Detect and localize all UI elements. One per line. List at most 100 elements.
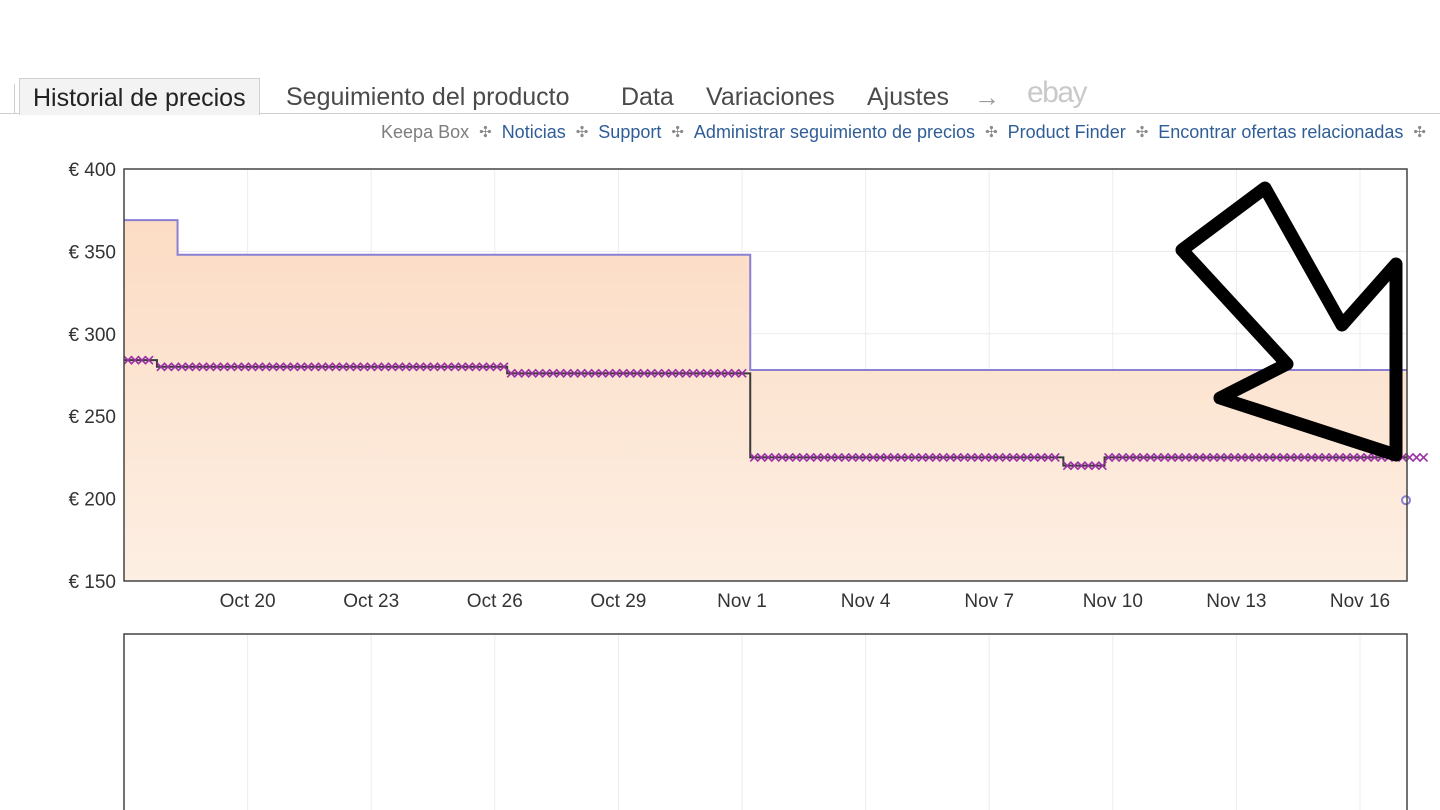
new-price-marker [450, 362, 460, 372]
new-price-marker [324, 362, 334, 372]
x-tick-label: Nov 7 [964, 591, 1014, 612]
new-price-marker [847, 452, 857, 462]
new-price-marker [1341, 452, 1352, 462]
new-price-marker [987, 452, 997, 462]
y-tick-label: € 250 [68, 407, 116, 428]
new-price-marker [352, 362, 362, 372]
new-price-marker [303, 362, 313, 372]
new-price-marker [275, 362, 285, 372]
new-price-marker [994, 452, 1004, 462]
new-price-marker [625, 368, 635, 378]
tab-bar-baseline [0, 113, 1440, 114]
new-price-marker [709, 368, 719, 378]
new-price-marker [205, 362, 215, 372]
new-price-marker [130, 355, 140, 365]
new-price-marker [1243, 452, 1254, 462]
new-price-marker [840, 452, 850, 462]
new-price-marker [798, 452, 808, 462]
new-price-marker [457, 362, 467, 372]
y-tick-label: € 400 [68, 160, 116, 181]
tab-ajustes[interactable]: Ajustes [867, 83, 949, 111]
administrar-seguimiento-link[interactable]: Administrar seguimiento de precios [693, 121, 976, 142]
new-price-marker [233, 362, 243, 372]
new-price-marker [317, 362, 327, 372]
new-price-marker [646, 368, 656, 378]
new-price-marker [296, 362, 306, 372]
new-price-marker [1313, 452, 1324, 462]
encontrar-ofertas-link[interactable]: Encontrar ofertas relacionadas [1158, 121, 1404, 142]
new-price-marker [1320, 452, 1331, 462]
new-price-marker [569, 368, 579, 378]
new-price-marker [268, 362, 278, 372]
new-price-marker [1076, 461, 1086, 471]
y-tick-label: € 350 [68, 242, 116, 263]
new-price-marker [331, 362, 341, 372]
new-price-marker [226, 362, 236, 372]
new-price-marker [1194, 452, 1205, 462]
list-price-endpoint [1401, 495, 1411, 506]
tab-variaciones[interactable]: Variaciones [706, 83, 835, 111]
new-price-marker [854, 452, 864, 462]
new-price-marker [1327, 452, 1338, 462]
new-price-marker [590, 368, 600, 378]
x-tick-label: Nov 10 [1083, 591, 1143, 612]
new-price-marker [387, 362, 397, 372]
new-price-marker [952, 452, 962, 462]
new-price-marker [632, 368, 642, 378]
new-price-marker [527, 368, 537, 378]
x-tick-label: Nov 4 [841, 591, 891, 612]
new-price-marker [373, 362, 383, 372]
tab-historial-de-precios[interactable]: Historial de precios [19, 78, 260, 115]
separator-icon: ✣ [671, 124, 684, 142]
new-price-marker [770, 452, 780, 462]
noticias-link[interactable]: Noticias [501, 121, 566, 142]
x-tick-label: Oct 26 [467, 591, 523, 612]
support-link[interactable]: Support [598, 121, 662, 142]
new-price-marker [695, 368, 705, 378]
product-finder-link[interactable]: Product Finder [1007, 121, 1126, 142]
new-price-marker [903, 452, 913, 462]
new-price-marker [917, 452, 927, 462]
new-price-marker [1334, 452, 1345, 462]
new-price-marker [219, 362, 229, 372]
new-price-marker [170, 362, 180, 372]
new-price-marker [730, 368, 740, 378]
keepa-box-link[interactable]: Keepa Box [381, 121, 470, 142]
new-price-marker [618, 368, 628, 378]
price-area-fill [124, 220, 1407, 581]
new-price-marker [1348, 452, 1359, 462]
new-price-marker [889, 452, 899, 462]
new-price-marker [436, 362, 446, 372]
new-price-marker [597, 368, 607, 378]
annotation-arrow [1175, 181, 1403, 462]
tab-seguimiento-del-producto[interactable]: Seguimiento del producto [286, 83, 570, 111]
new-price-marker [959, 452, 969, 462]
new-price-marker [611, 368, 621, 378]
new-price-marker [702, 368, 712, 378]
new-price-marker [478, 362, 488, 372]
new-price-marker [1166, 452, 1177, 462]
main-plot-frame [123, 168, 1408, 582]
new-price-marker [910, 452, 920, 462]
ebay-logo[interactable]: ebay [1027, 76, 1088, 109]
x-tick-label: Nov 1 [717, 591, 767, 612]
new-price-marker [562, 368, 572, 378]
new-price-marker [177, 362, 187, 372]
new-price-marker [1292, 452, 1303, 462]
new-price-marker [688, 368, 698, 378]
new-price-marker [310, 362, 320, 372]
separator-icon: ✣ [479, 124, 492, 142]
new-price-marker [464, 362, 474, 372]
new-price-marker [896, 452, 906, 462]
new-price-marker [805, 452, 815, 462]
new-price-marker [1050, 452, 1060, 462]
new-price-marker [1236, 452, 1247, 462]
tab-data[interactable]: Data [621, 83, 674, 111]
new-price-marker [1271, 452, 1282, 462]
new-price-marker [1278, 452, 1289, 462]
new-price-marker [1138, 452, 1149, 462]
new-price-marker [1152, 452, 1163, 462]
new-price-marker [583, 368, 593, 378]
new-price-marker [338, 362, 348, 372]
